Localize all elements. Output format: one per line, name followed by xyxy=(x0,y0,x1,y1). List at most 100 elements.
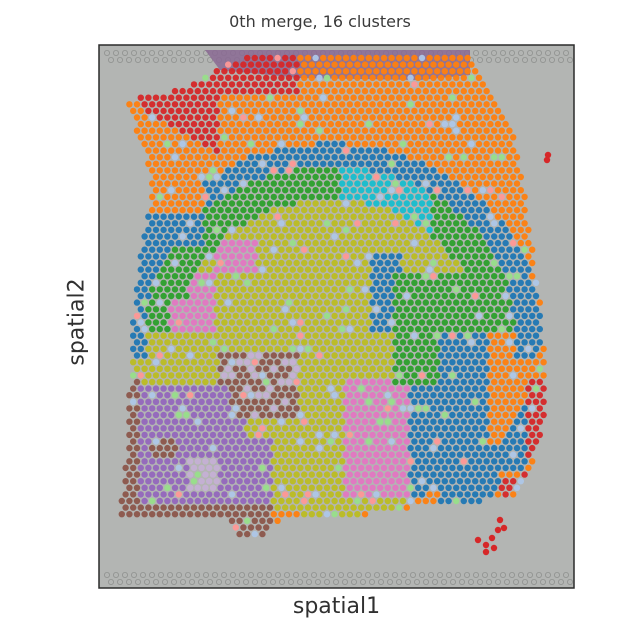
cluster-spot xyxy=(130,464,137,472)
cluster-spot xyxy=(384,365,391,372)
cluster-spot xyxy=(468,140,475,148)
cluster-spot xyxy=(358,107,365,115)
cluster-spot xyxy=(213,332,220,339)
cluster-spot xyxy=(316,193,323,201)
cluster-spot xyxy=(479,372,486,379)
cluster-spot xyxy=(491,484,498,491)
cluster-spot xyxy=(259,81,266,88)
cluster-spot xyxy=(251,253,258,260)
cluster-spot xyxy=(365,200,372,207)
cluster-spot xyxy=(316,458,323,465)
cluster-spot xyxy=(339,286,346,293)
cluster-spot xyxy=(285,352,293,359)
cluster-spot xyxy=(270,154,277,161)
cluster-spot xyxy=(137,306,144,313)
cluster-spot xyxy=(266,107,274,115)
cluster-spot xyxy=(449,187,456,194)
cluster-spot xyxy=(209,312,217,320)
cluster-spot xyxy=(453,154,460,161)
cluster-spot xyxy=(456,239,464,247)
cluster-spot xyxy=(266,160,274,167)
cluster-spot xyxy=(282,134,289,141)
cluster-spot xyxy=(232,392,239,399)
cluster-spot xyxy=(529,444,536,452)
cluster-spot xyxy=(380,425,388,432)
cluster-spot xyxy=(130,398,137,405)
cluster-spot xyxy=(468,444,475,452)
cluster-spot xyxy=(411,94,418,101)
cluster-spot xyxy=(183,292,190,300)
cluster-spot xyxy=(225,497,232,505)
cluster-spot xyxy=(244,530,251,538)
cluster-spot xyxy=(202,87,209,95)
cluster-spot xyxy=(221,213,228,220)
cluster-spot xyxy=(346,259,353,267)
cluster-spot xyxy=(190,94,198,101)
cluster-spot xyxy=(164,392,171,399)
cluster-spot xyxy=(171,193,179,201)
cluster-spot xyxy=(308,220,315,227)
cluster-spot xyxy=(521,458,528,465)
cluster-spot xyxy=(240,378,247,386)
cluster-spot xyxy=(430,286,437,293)
cluster-spot xyxy=(274,81,281,88)
cluster-spot xyxy=(323,127,331,134)
cluster-spot xyxy=(285,312,293,320)
cluster-spot xyxy=(308,140,315,148)
cluster-spot xyxy=(209,444,217,452)
cluster-spot xyxy=(422,154,429,161)
cluster-spot xyxy=(312,319,319,326)
cluster-spot xyxy=(358,425,365,432)
cluster-spot xyxy=(472,68,479,75)
cluster-spot xyxy=(502,200,509,207)
fiducial-spot xyxy=(193,50,200,57)
cluster-spot xyxy=(483,246,490,253)
cluster-spot xyxy=(293,325,300,333)
cluster-spot xyxy=(282,187,289,194)
cluster-spot xyxy=(217,378,224,386)
cluster-spot xyxy=(327,81,334,88)
cluster-spot xyxy=(156,484,163,491)
cluster-spot xyxy=(445,114,452,121)
cluster-spot xyxy=(354,140,361,148)
cluster-spot xyxy=(392,325,399,333)
cluster-spot xyxy=(289,411,296,419)
cluster-spot xyxy=(377,458,384,465)
cluster-spot xyxy=(190,147,198,154)
cluster-spot xyxy=(225,74,232,82)
cluster-spot xyxy=(361,273,369,280)
cluster-spot xyxy=(141,339,148,346)
cluster-spot xyxy=(209,418,217,425)
cluster-spot xyxy=(468,392,475,399)
cluster-spot xyxy=(491,259,498,267)
cluster-spot xyxy=(152,438,160,445)
fiducial-spot xyxy=(467,579,474,586)
cluster-spot xyxy=(445,154,452,161)
cluster-spot xyxy=(453,458,460,465)
cluster-spot xyxy=(312,425,319,432)
cluster-spot xyxy=(521,325,528,333)
cluster-spot xyxy=(236,213,243,220)
cluster-spot xyxy=(194,392,201,399)
cluster-spot xyxy=(255,286,262,293)
cluster-spot xyxy=(361,233,369,240)
cluster-spot xyxy=(149,127,156,134)
cluster-spot xyxy=(187,206,194,214)
cluster-spot xyxy=(251,372,258,379)
cluster-spot xyxy=(487,94,494,101)
cluster-spot xyxy=(251,517,258,524)
cluster-spot xyxy=(202,273,209,280)
cluster-spot xyxy=(320,253,327,260)
fiducial-spot xyxy=(113,50,120,57)
fiducial-spot xyxy=(563,572,570,579)
cluster-spot xyxy=(453,431,460,439)
cluster-spot xyxy=(297,359,304,366)
cluster-spot xyxy=(251,332,258,339)
fiducial-spot xyxy=(485,57,492,64)
cluster-spot xyxy=(244,332,251,339)
cluster-spot xyxy=(407,418,414,425)
cluster-spot xyxy=(373,239,380,247)
cluster-spot xyxy=(187,259,194,267)
cluster-spot xyxy=(316,431,323,439)
cluster-spot xyxy=(270,511,277,518)
